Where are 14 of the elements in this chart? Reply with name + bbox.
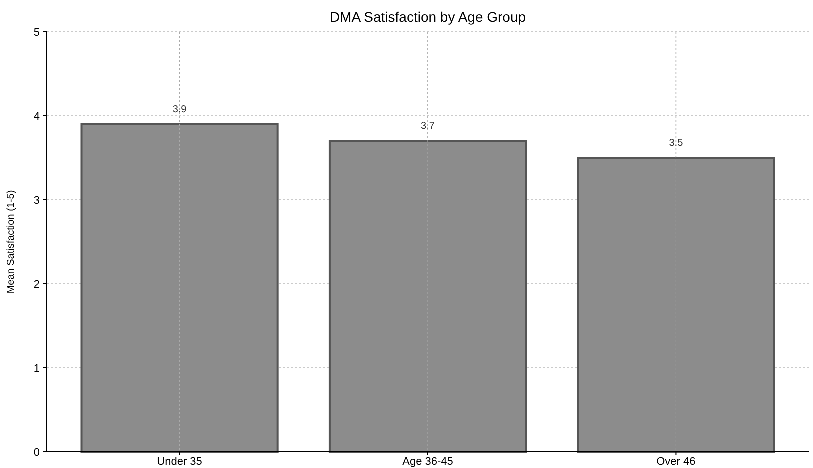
y-tick-label: 1: [34, 362, 40, 375]
x-tick-label: Under 35: [157, 456, 202, 468]
y-tick-label: 4: [34, 110, 40, 123]
chart-title: DMA Satisfaction by Age Group: [330, 9, 526, 25]
data-label: 3.9: [172, 104, 188, 116]
y-tick-label: 0: [34, 446, 40, 459]
data-label: 3.5: [669, 138, 684, 149]
y-tick-label: 2: [34, 278, 40, 291]
y-axis-title: Mean Satisfaction (1-5): [6, 190, 17, 294]
y-tick-label: 5: [34, 26, 40, 39]
data-label: 3.7: [421, 121, 436, 132]
x-tick-label: Over 46: [656, 456, 696, 468]
x-tick-label: Age 36-45: [402, 456, 454, 468]
y-tick-label: 3: [34, 194, 40, 207]
